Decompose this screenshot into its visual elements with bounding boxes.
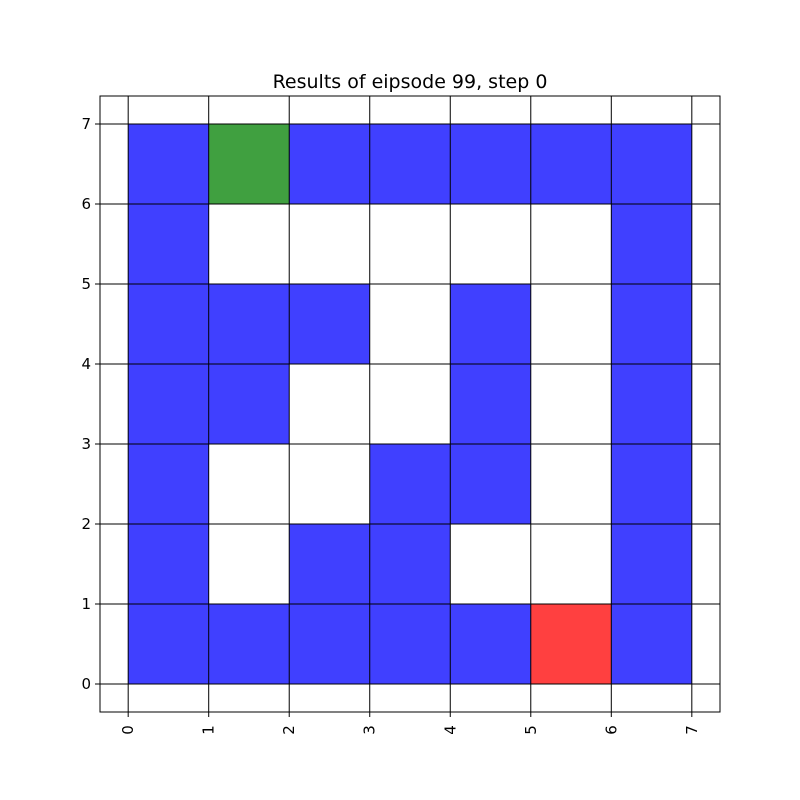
cell-wall [128,284,209,364]
cell-wall [450,284,531,364]
cell-empty [530,204,612,284]
cell-wall [208,604,290,684]
cell-wall [128,124,209,204]
cell-wall [450,444,531,524]
cell-wall [128,364,209,444]
cell-empty [450,524,531,604]
x-tick-label: 5 [522,725,540,735]
cell-empty [289,444,370,524]
cell-wall [369,124,451,204]
cell-empty [289,364,370,444]
cell-empty [450,204,531,284]
cell-wall [289,124,370,204]
y-tick-label: 4 [81,355,91,373]
cell-empty [208,444,290,524]
x-tick-label: 0 [119,725,137,735]
cell-wall [369,444,451,524]
y-tick-label: 5 [81,275,91,293]
cell-empty [530,444,612,524]
x-tick-label: 4 [441,725,459,735]
y-tick-label: 1 [81,595,91,613]
axes-frame [99,95,721,713]
cell-wall [611,604,692,684]
cell-wall [289,284,370,364]
x-tick-label: 3 [361,725,379,735]
y-tick-label: 3 [81,435,91,453]
x-tick-label: 2 [280,725,298,735]
cell-wall [128,204,209,284]
cell-wall [611,364,692,444]
cell-empty [208,524,290,604]
cell-goal [208,124,290,204]
cell-wall [530,124,612,204]
cell-wall [611,204,692,284]
cell-empty [369,204,451,284]
y-tick-label: 2 [81,515,91,533]
cell-empty [530,284,612,364]
cell-wall [611,444,692,524]
cell-wall [289,604,370,684]
y-tick-label: 0 [81,675,91,693]
cell-wall [611,524,692,604]
cell-wall [128,604,209,684]
cell-wall [611,124,692,204]
cell-empty [289,204,370,284]
y-tick-label: 6 [81,195,91,213]
cell-empty [530,364,612,444]
cell-wall [208,284,290,364]
x-tick-label: 7 [683,725,701,735]
maze-cells [128,124,692,684]
cell-agent [530,604,612,684]
x-axis-ticks: 0 1 2 3 4 5 6 7 [119,712,701,735]
cell-empty [530,524,612,604]
cell-wall [369,524,451,604]
cell-wall [450,124,531,204]
cell-wall [369,604,451,684]
cell-wall [611,284,692,364]
plot-title: Results of eipsode 99, step 0 [273,71,548,93]
cell-wall [289,524,370,604]
x-tick-label: 6 [602,725,620,735]
cell-wall [128,444,209,524]
cell-wall [450,364,531,444]
cell-empty [208,204,290,284]
cell-empty [369,364,451,444]
cell-wall [450,604,531,684]
y-axis-ticks: 0 1 2 3 4 5 6 7 [81,115,100,693]
cell-wall [128,524,209,604]
x-tick-label: 1 [200,725,218,735]
cell-wall [208,364,290,444]
y-tick-label: 7 [81,115,91,133]
grid-lines [100,96,720,712]
cell-empty [369,284,451,364]
